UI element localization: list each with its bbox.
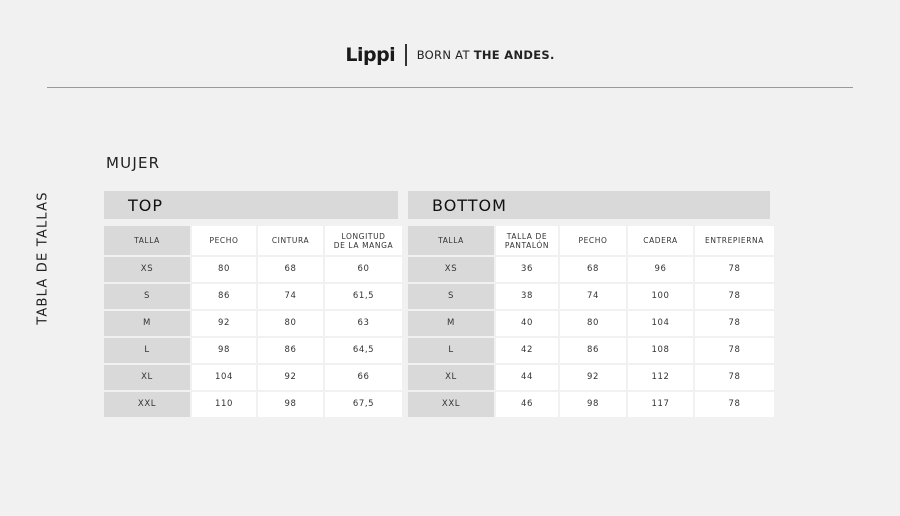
column-header: TALLA DE PANTALÓN [496,226,558,255]
top-section: TOP TALLA PECHO CINTURA LONGITUD DE LA MANG… [104,191,402,419]
measure-cell: 92 [258,365,323,390]
column-header: TALLA [408,226,494,255]
measure-cell: 86 [560,338,626,363]
measure-cell: 112 [628,365,693,390]
measure-cell: 96 [628,257,693,282]
size-cell: M [408,311,494,336]
column-header: CADERA [628,226,693,255]
measure-cell: 67,5 [325,392,402,417]
measure-cell: 86 [258,338,323,363]
measure-cell: 80 [560,311,626,336]
measure-cell: 68 [560,257,626,282]
top-title: TOP [104,191,398,219]
measure-cell: 68 [258,257,323,282]
measure-cell: 86 [192,284,256,309]
column-header: LONGITUD DE LA MANGA [325,226,402,255]
table-row: S 86 74 61,5 [104,284,402,309]
bottom-section: BOTTOM TALLA TALLA DE PANTALÓN PECHO CADERA… [408,191,774,419]
size-cell: L [104,338,190,363]
column-header: ENTREPIERNA [695,226,774,255]
column-header: TALLA [104,226,190,255]
size-cell: XS [408,257,494,282]
column-header: CINTURA [258,226,323,255]
size-cell: S [104,284,190,309]
measure-cell: 100 [628,284,693,309]
table-row: XXL 46 98 117 78 [408,392,774,417]
table-row: M 92 80 63 [104,311,402,336]
side-title: TABLA DE TALLAS [35,191,51,325]
measure-cell: 104 [628,311,693,336]
measure-cell: 64,5 [325,338,402,363]
header-row: TALLA TALLA DE PANTALÓN PECHO CADERA ENTREPI… [408,226,774,255]
measure-cell: 66 [325,365,402,390]
measure-cell: 98 [192,338,256,363]
size-cell: XXL [408,392,494,417]
table-row: L 98 86 64,5 [104,338,402,363]
measure-cell: 61,5 [325,284,402,309]
measure-cell: 74 [560,284,626,309]
size-cell: L [408,338,494,363]
measure-cell: 98 [258,392,323,417]
table-row: XL 44 92 112 78 [408,365,774,390]
measure-cell: 40 [496,311,558,336]
measure-cell: 78 [695,311,774,336]
measure-cell: 110 [192,392,256,417]
divider [405,44,407,66]
size-cell: M [104,311,190,336]
top-size-table: TALLA PECHO CINTURA LONGITUD DE LA MANGA XS 8… [102,224,404,419]
tagline: BORN AT THE ANDES. [417,48,555,62]
tagline-bold: THE ANDES. [473,48,555,62]
lippi-logo: Lippi [345,44,396,66]
measure-cell: 36 [496,257,558,282]
header-row: TALLA PECHO CINTURA LONGITUD DE LA MANGA [104,226,402,255]
size-cell: XL [408,365,494,390]
measure-cell: 78 [695,392,774,417]
table-row: XL 104 92 66 [104,365,402,390]
table-row: S 38 74 100 78 [408,284,774,309]
table-row: M 40 80 104 78 [408,311,774,336]
measure-cell: 74 [258,284,323,309]
tagline-prefix: BORN AT [416,48,474,62]
bottom-size-table: TALLA TALLA DE PANTALÓN PECHO CADERA ENTREPI… [406,224,776,419]
measure-cell: 108 [628,338,693,363]
size-cell: XS [104,257,190,282]
bottom-title: BOTTOM [408,191,770,219]
size-cell: XXL [104,392,190,417]
header-rule [47,87,853,88]
measure-cell: 38 [496,284,558,309]
measure-cell: 78 [695,257,774,282]
column-header: PECHO [192,226,256,255]
measure-cell: 44 [496,365,558,390]
measure-cell: 78 [695,284,774,309]
table-row: XS 36 68 96 78 [408,257,774,282]
table-row: XS 80 68 60 [104,257,402,282]
measure-cell: 60 [325,257,402,282]
measure-cell: 80 [258,311,323,336]
brand-header: Lippi BORN AT THE ANDES. [0,40,900,70]
measure-cell: 104 [192,365,256,390]
measure-cell: 78 [695,338,774,363]
measure-cell: 92 [560,365,626,390]
measure-cell: 98 [560,392,626,417]
measure-cell: 92 [192,311,256,336]
table-row: L 42 86 108 78 [408,338,774,363]
measure-cell: 78 [695,365,774,390]
size-cell: S [408,284,494,309]
measure-cell: 42 [496,338,558,363]
section-title: MUJER [106,154,161,172]
table-row: XXL 110 98 67,5 [104,392,402,417]
measure-cell: 117 [628,392,693,417]
measure-cell: 46 [496,392,558,417]
column-header: PECHO [560,226,626,255]
measure-cell: 80 [192,257,256,282]
size-cell: XL [104,365,190,390]
measure-cell: 63 [325,311,402,336]
